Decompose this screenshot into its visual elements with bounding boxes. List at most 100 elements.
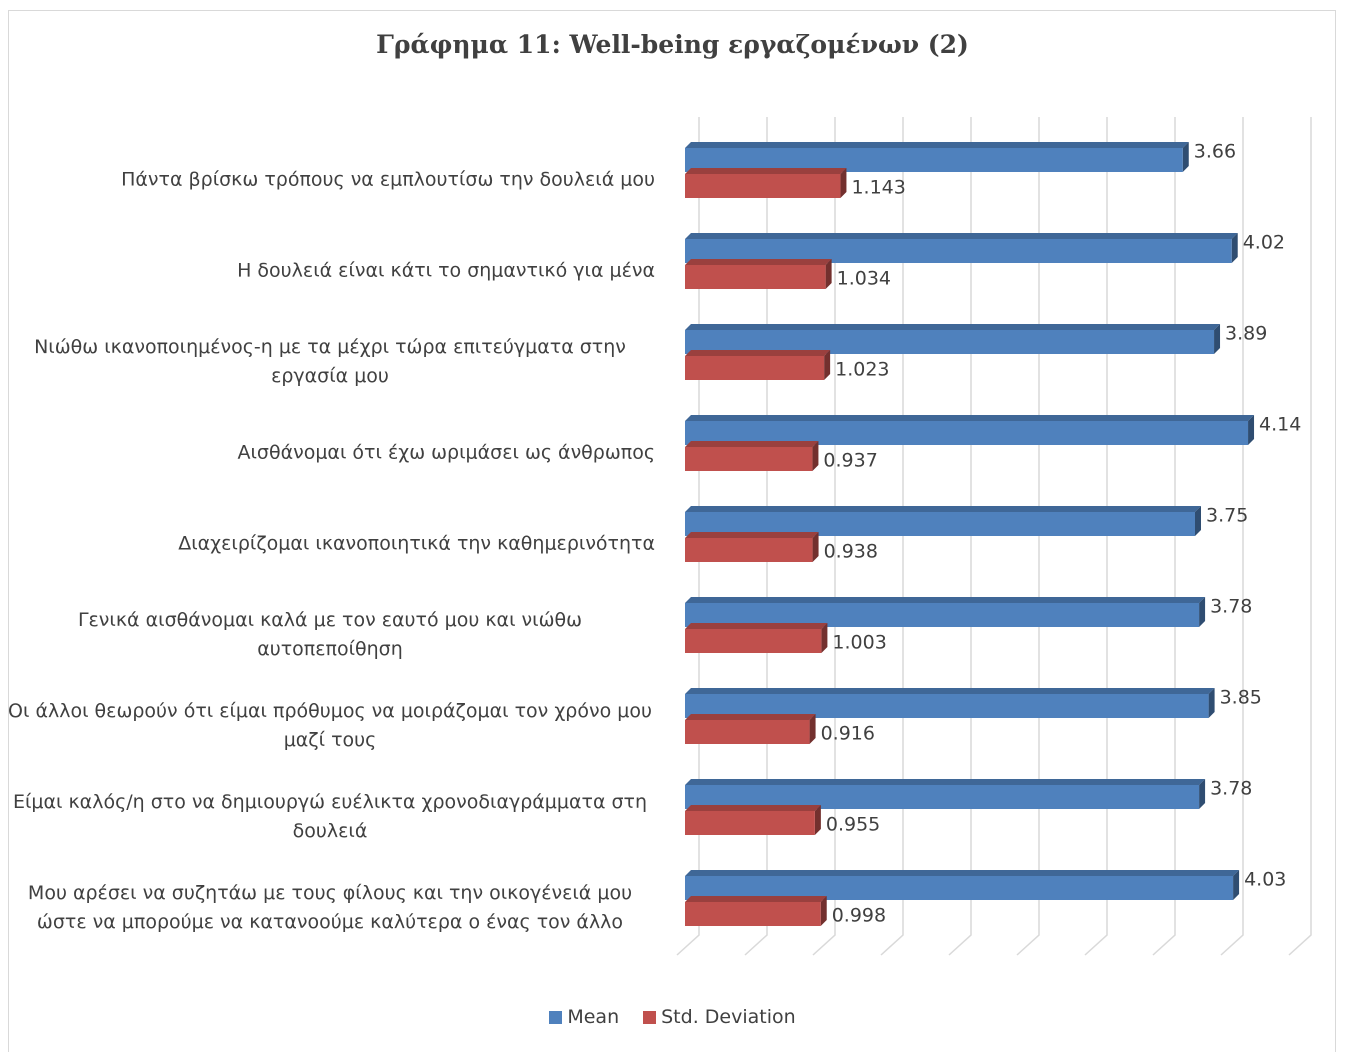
bar-side [820,896,827,926]
grid-line [744,117,768,956]
grid-line [880,117,904,956]
bar-top [685,259,832,265]
bar-top [685,324,1221,330]
bar [685,441,819,471]
category-text: Πάντα βρίσκω τρόπους να εμπλουτίσω την δ… [121,168,655,191]
bar-side [840,168,847,198]
bar-front [685,265,826,289]
bar [685,233,1238,263]
legend-swatch [643,1010,657,1024]
category-text: Διαχειρίζομαι ικανοποιητικά την καθημερι… [178,532,655,555]
bar-top [685,142,1189,148]
chart-frame [8,10,1336,1052]
value-label: 1.143 [851,177,905,199]
bar-top [685,506,1201,512]
bar-front [685,356,825,380]
bar-top [685,805,821,811]
bar-top [685,415,1255,421]
bar-side [821,623,828,653]
value-label: 0.998 [832,905,886,927]
bar-side [824,350,831,380]
bar-side [1195,506,1201,536]
bar-side [1208,688,1215,718]
category-label: Είμαι καλός/η στο να δημιουργώ ευέλικτα … [5,788,655,846]
bar-side [825,259,832,289]
bar-front [685,811,815,835]
bar [685,688,1215,718]
legend-swatch [549,1010,563,1024]
category-label: Νιώθω ικανοποιημένος-η με τα μέχρι τώρα … [5,333,655,391]
bar-top [685,350,831,356]
category-label: Αισθάνομαι ότι έχω ωριμάσει ως άνθρωπος [5,439,655,468]
legend-label: Std. Deviation [661,1006,796,1028]
bar-side [1233,870,1240,900]
grid-line [1016,117,1040,956]
legend-label: Mean [567,1006,620,1028]
bar [685,623,828,653]
bar [685,532,819,562]
grid-line [676,117,700,956]
category-text: Η δουλειά είναι κάτι το σημαντικό για μέ… [237,259,655,282]
bar-front [685,629,822,653]
chart-title: Γράφημα 11: Well-being εργαζομένων (2) [376,30,969,59]
bar-top [685,896,827,902]
bar-side [1199,779,1206,809]
grid-line [948,117,972,956]
bar [685,805,821,835]
value-label: 1.034 [837,268,891,290]
bar-side [1231,233,1238,263]
value-label: 3.85 [1220,687,1262,709]
category-label: Μου αρέσει να συζητάω με τους φίλους και… [5,879,655,937]
bar-top [685,597,1206,603]
category-label: Πάντα βρίσκω τρόπους να εμπλουτίσω την δ… [5,166,655,195]
value-label: 4.03 [1244,869,1286,891]
value-label: 0.955 [826,814,880,836]
grid-line [1084,117,1108,956]
bar-front [685,174,841,198]
category-label: Οι άλλοι θεωρούν ότι είμαι πρόθυμος να μ… [5,697,655,755]
category-text: Νιώθω ικανοποιημένος-η με τα μέχρι τώρα … [34,336,626,387]
bar-front [685,447,813,471]
value-label: 1.003 [832,632,886,654]
bar-side [1199,597,1206,627]
bar-top [685,688,1215,694]
bar-side [1248,415,1255,445]
bar-front [685,720,810,744]
bar-top [685,623,828,629]
bar-side [814,805,821,835]
bar-side [809,714,816,744]
bar [685,259,832,289]
value-label: 0.916 [821,723,875,745]
bar [685,350,831,380]
bar-top [685,168,847,174]
category-text: Είμαι καλός/η στο να δημιουργώ ευέλικτα … [12,791,648,842]
bar-side [812,532,819,562]
category-label: Γενικά αισθάνομαι καλά με τον εαυτό μου … [5,606,655,664]
grid-line [1288,117,1312,956]
category-label: Διαχειρίζομαι ικανοποιητικά την καθημερι… [5,530,655,559]
bar-top [685,233,1238,239]
value-label: 3.78 [1210,778,1252,800]
category-text: Οι άλλοι θεωρούν ότι είμαι πρόθυμος να μ… [8,700,652,751]
bar-top [685,779,1206,785]
bar [685,506,1201,536]
value-label: 4.02 [1243,232,1285,254]
bar [685,168,847,198]
bar [685,779,1206,809]
bar-side [1214,324,1221,354]
legend-item: Std. Deviation [643,1006,796,1028]
value-label: 0.937 [823,450,877,472]
bar-side [1182,142,1189,172]
bar [685,896,827,926]
value-label: 3.78 [1210,596,1252,618]
grid-line [812,117,836,956]
bar-side [812,441,819,471]
bar-top [685,714,816,720]
bar [685,142,1189,172]
bar-front [685,902,821,926]
bar [685,870,1240,900]
bar-top [685,870,1240,876]
value-label: 4.14 [1259,414,1301,436]
grid-line [1220,117,1244,956]
